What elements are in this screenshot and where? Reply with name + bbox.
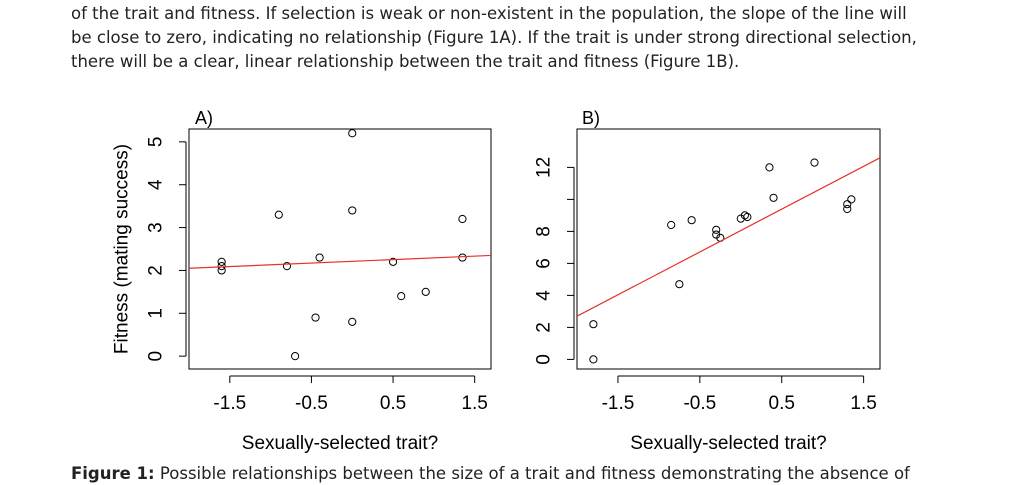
data-point xyxy=(348,317,357,326)
y-tick-label: 1 xyxy=(146,308,167,319)
data-point xyxy=(810,158,819,167)
data-point xyxy=(217,257,226,266)
x-tick-label: 0.5 xyxy=(769,393,795,414)
data-point xyxy=(687,216,696,225)
data-point xyxy=(458,253,467,262)
plot-frame xyxy=(576,128,881,370)
figure-caption: Figure 1: Possible relationships between… xyxy=(71,463,910,485)
data-point xyxy=(847,195,856,204)
paragraph-line: of the trait and fitness. If selection i… xyxy=(71,4,907,23)
x-tick-label: 1.5 xyxy=(850,393,876,414)
data-point xyxy=(740,211,749,220)
paragraph-line: there will be a clear, linear relationsh… xyxy=(71,52,740,71)
fit-line xyxy=(577,157,880,317)
data-point xyxy=(311,313,320,322)
data-point xyxy=(843,204,852,214)
data-point xyxy=(348,206,357,215)
caption-text: Possible relationships between the size … xyxy=(154,464,910,483)
panel-label: B) xyxy=(582,108,600,128)
y-tick-label: 2 xyxy=(146,265,167,276)
data-point xyxy=(348,129,357,138)
x-tick-label: -0.5 xyxy=(295,393,328,414)
x-tick-label: -1.5 xyxy=(602,393,635,414)
y-tick-label: 6 xyxy=(534,258,555,269)
y-tick-label: 0 xyxy=(146,351,167,362)
y-tick-label: 8 xyxy=(534,226,555,237)
paragraph-line: be close to zero, indicating no relation… xyxy=(71,28,917,47)
data-point xyxy=(274,210,283,219)
data-point xyxy=(712,225,721,234)
y-tick-label: 0 xyxy=(534,354,555,365)
data-point xyxy=(769,193,778,202)
data-point xyxy=(217,266,226,275)
data-point xyxy=(217,262,226,271)
data-point xyxy=(388,257,398,266)
y-tick-label: 5 xyxy=(146,137,167,148)
data-point xyxy=(743,212,752,222)
y-tick-label: 4 xyxy=(534,290,555,301)
x-tick-label: -1.5 xyxy=(213,393,246,414)
y-axis-title: Fitness (mating success) xyxy=(112,144,133,354)
y-tick-label: 4 xyxy=(146,179,167,190)
panel-a: A) 0 1 2 3 4 5 -1.5 -0.5 0.5 1.5 Sexually-selected … xyxy=(112,108,492,454)
data-point xyxy=(397,292,406,301)
x-axis-title: Sexually-selected trait? xyxy=(242,433,438,454)
x-tick-label: 1.5 xyxy=(461,393,487,414)
data-point xyxy=(667,220,676,230)
data-point xyxy=(675,280,684,289)
y-tick-label: 12 xyxy=(534,157,555,178)
data-point xyxy=(282,262,292,271)
data-point xyxy=(458,214,467,224)
data-point xyxy=(765,163,774,172)
data-point xyxy=(589,355,598,364)
caption-label: Figure 1: xyxy=(71,464,155,483)
data-point xyxy=(315,253,324,262)
x-axis-title: Sexually-selected trait? xyxy=(630,433,826,454)
data-point xyxy=(421,287,430,296)
y-tick-label: 3 xyxy=(146,222,167,233)
panel-b: B) 0 2 4 6 8 12 -1.5 -0.5 0.5 1.5 Sexually-selected… xyxy=(534,108,881,454)
data-point xyxy=(589,320,598,329)
data-point xyxy=(291,352,300,361)
data-point xyxy=(843,200,852,209)
plot-frame xyxy=(188,128,492,370)
panel-label: A) xyxy=(195,108,213,128)
body-paragraph: of the trait and fitness. If selection i… xyxy=(71,2,971,74)
fit-line xyxy=(189,254,491,269)
x-tick-label: -0.5 xyxy=(683,393,716,414)
y-tick-label: 2 xyxy=(534,322,555,333)
x-tick-label: 0.5 xyxy=(380,393,406,414)
